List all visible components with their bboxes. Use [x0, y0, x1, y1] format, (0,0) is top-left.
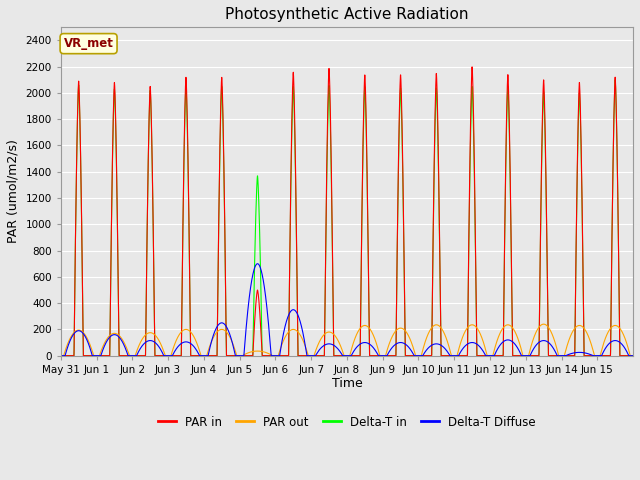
PAR out	[629, 353, 637, 359]
Line: PAR in: PAR in	[61, 67, 633, 356]
PAR in	[468, 64, 476, 70]
PAR out	[175, 332, 183, 337]
Delta-T Diffuse	[629, 353, 637, 359]
Delta-T Diffuse	[504, 337, 512, 343]
Delta-T Diffuse	[253, 261, 261, 266]
PAR out	[399, 326, 406, 332]
X-axis label: Time: Time	[332, 377, 362, 390]
PAR out	[504, 322, 512, 328]
Delta-T Diffuse	[369, 344, 376, 349]
PAR out	[547, 329, 555, 335]
Delta-T Diffuse	[547, 342, 555, 348]
Delta-T in	[175, 353, 183, 359]
PAR out	[540, 321, 547, 327]
Delta-T in	[532, 353, 540, 359]
PAR in	[369, 353, 376, 359]
Line: Delta-T in: Delta-T in	[61, 80, 633, 356]
Y-axis label: PAR (umol/m2/s): PAR (umol/m2/s)	[7, 140, 20, 243]
PAR out	[369, 330, 376, 336]
Title: Photosynthetic Active Radiation: Photosynthetic Active Radiation	[225, 7, 468, 22]
Line: Delta-T Diffuse: Delta-T Diffuse	[61, 264, 633, 356]
Delta-T in	[611, 77, 619, 83]
Delta-T in	[369, 353, 376, 359]
Delta-T Diffuse	[57, 353, 65, 359]
Delta-T in	[504, 84, 512, 90]
PAR in	[175, 353, 183, 359]
Delta-T in	[399, 179, 406, 184]
PAR in	[399, 170, 406, 176]
PAR out	[57, 353, 65, 359]
Delta-T Diffuse	[175, 342, 183, 348]
PAR in	[532, 353, 540, 359]
PAR in	[629, 353, 637, 359]
Delta-T in	[57, 353, 65, 359]
Delta-T in	[629, 353, 637, 359]
PAR in	[504, 74, 512, 80]
PAR in	[57, 353, 65, 359]
Delta-T in	[547, 353, 555, 359]
Delta-T Diffuse	[532, 342, 540, 348]
PAR in	[547, 353, 555, 359]
Text: VR_met: VR_met	[63, 37, 113, 50]
Delta-T Diffuse	[399, 340, 407, 346]
PAR out	[532, 329, 540, 335]
Line: PAR out: PAR out	[61, 324, 633, 356]
Legend: PAR in, PAR out, Delta-T in, Delta-T Diffuse: PAR in, PAR out, Delta-T in, Delta-T Dif…	[153, 411, 541, 433]
